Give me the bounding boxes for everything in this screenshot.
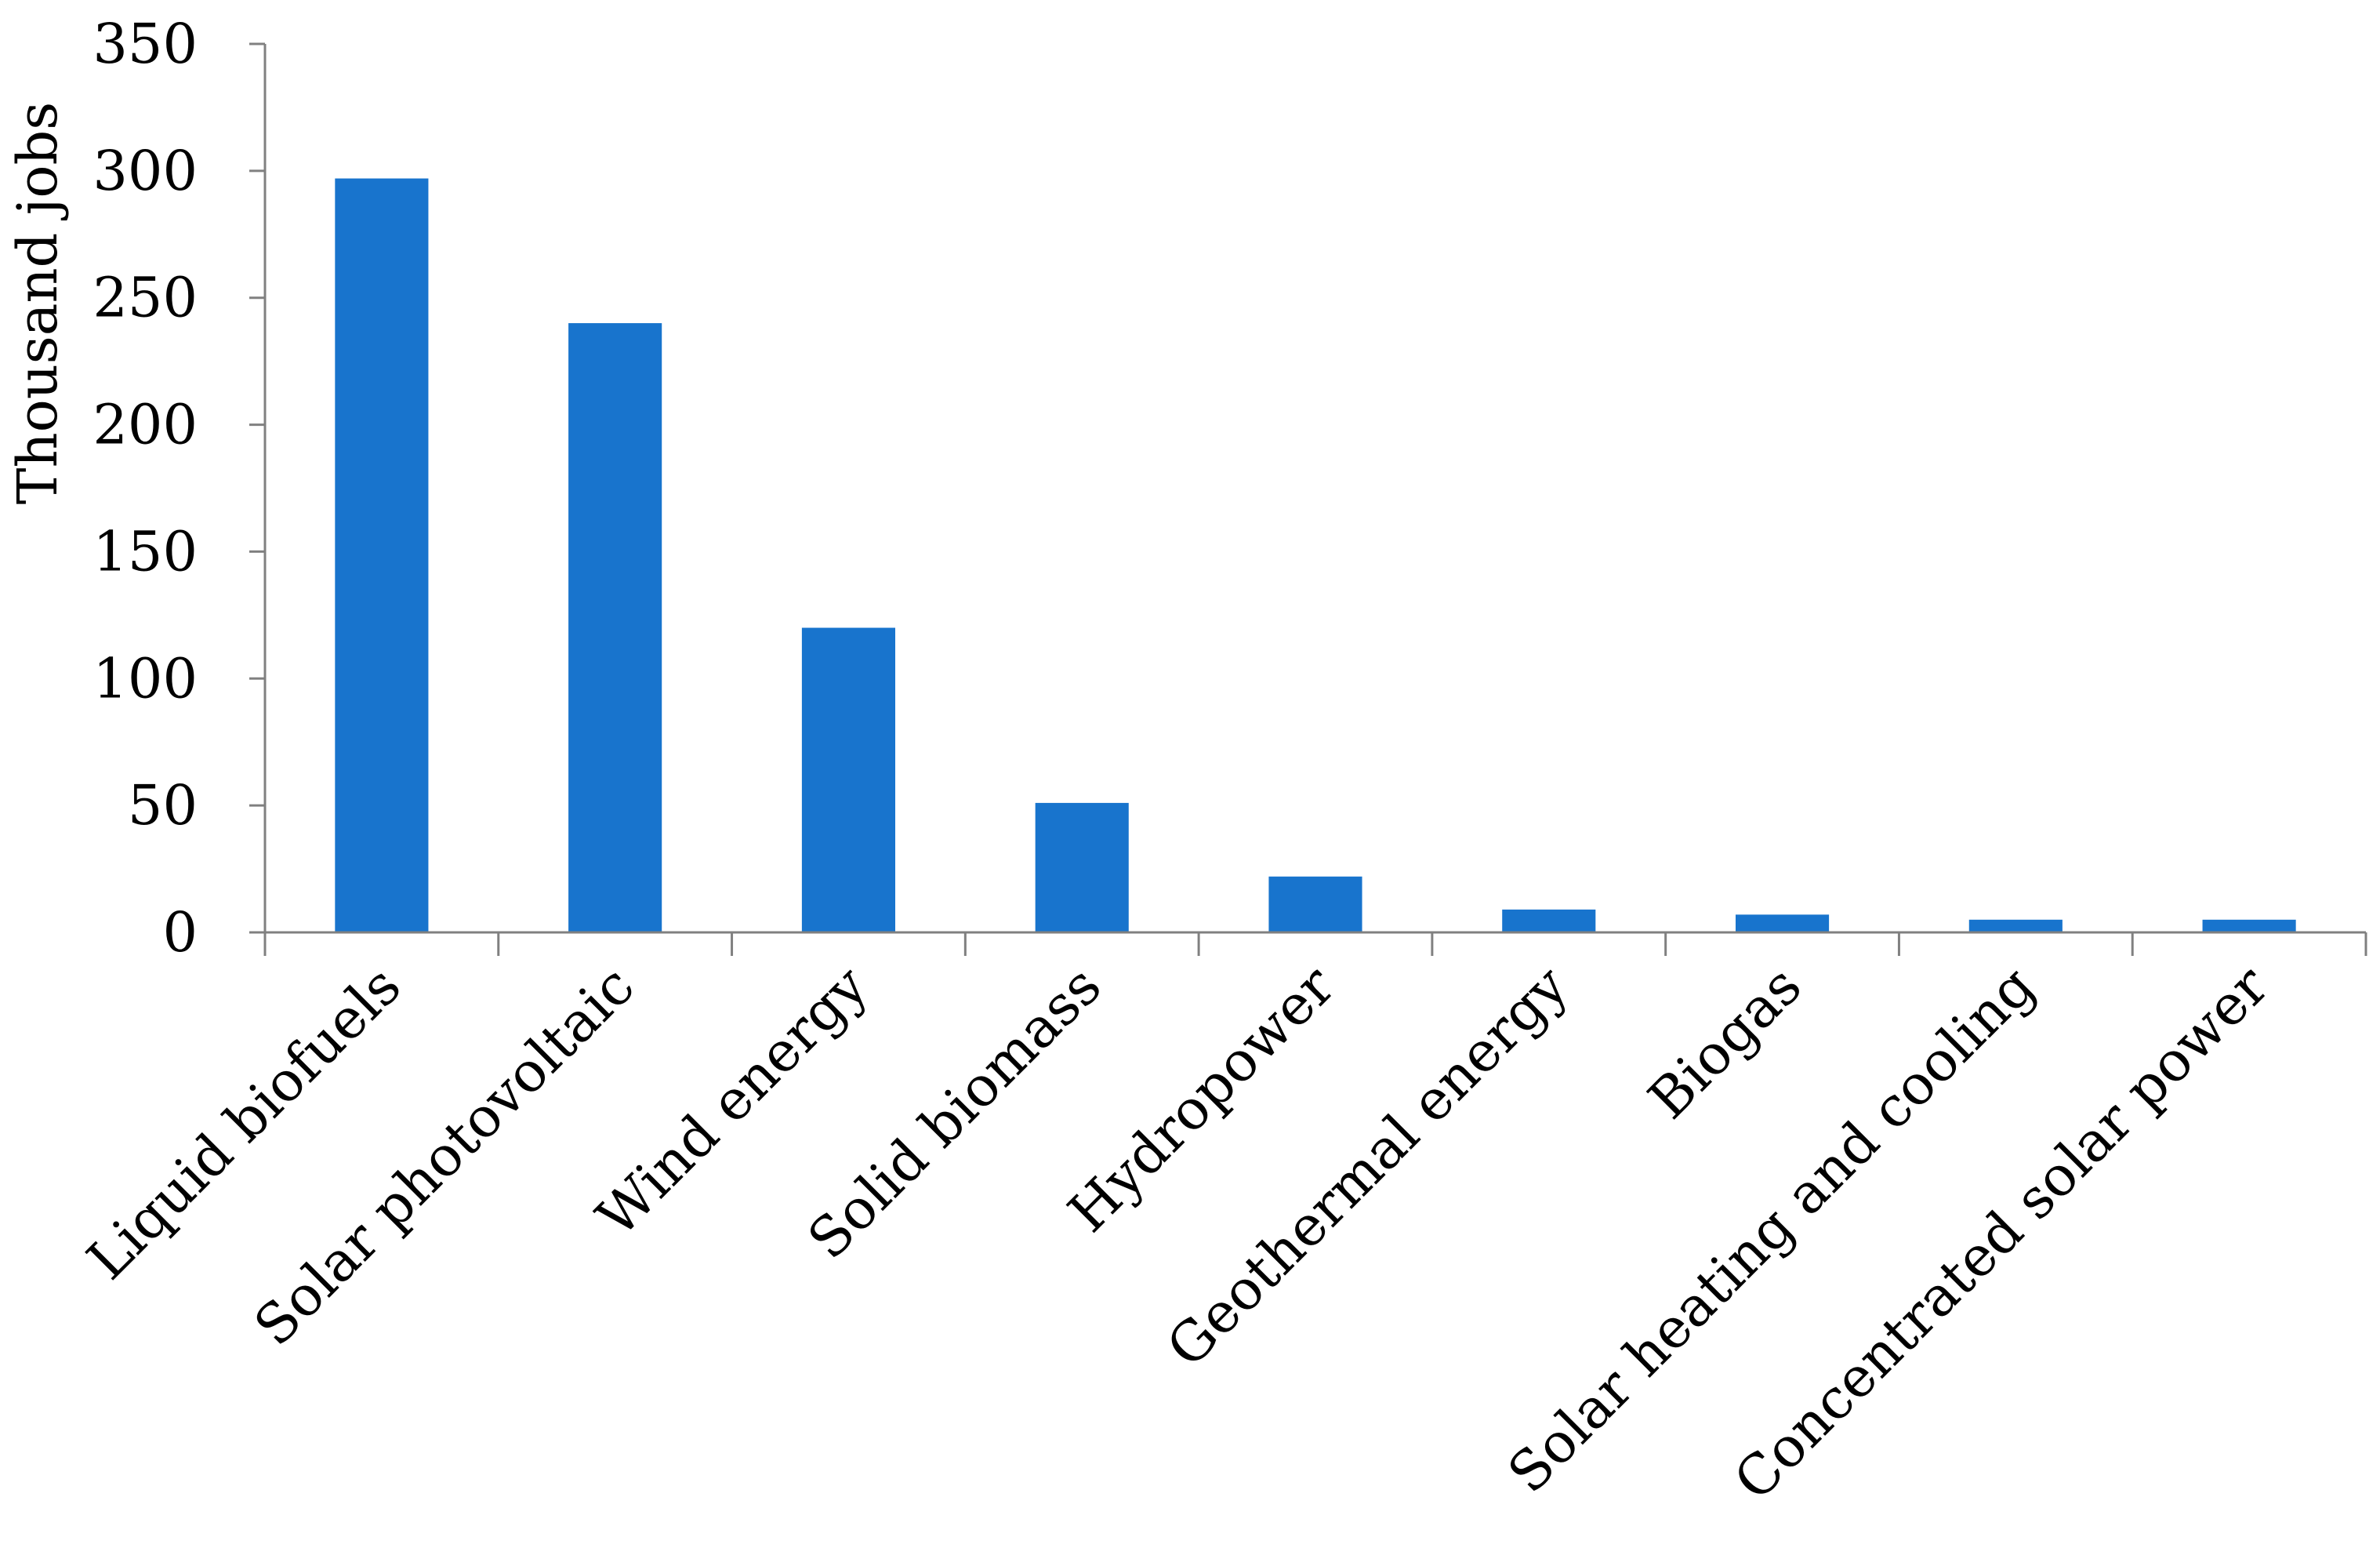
bar: [568, 323, 662, 933]
y-tick-label: 0: [162, 900, 198, 965]
bar: [801, 627, 895, 932]
y-tick-label: 300: [93, 139, 198, 203]
category-label: Solar photovoltaic: [242, 954, 647, 1358]
bar: [2202, 919, 2296, 932]
bar: [1502, 909, 1596, 932]
y-tick-label: 50: [128, 773, 198, 838]
bar: [1736, 914, 1830, 932]
y-tick-label: 150: [93, 519, 198, 583]
y-tick-label: 200: [93, 393, 198, 457]
bars: [335, 178, 2296, 933]
category-label: Biogas: [1636, 954, 1814, 1132]
y-tick-label: 350: [93, 12, 198, 76]
y-tick-label: 250: [93, 266, 198, 330]
y-tick-label: 100: [93, 646, 198, 710]
category-label: Geothermal energy: [1155, 954, 1580, 1379]
bar: [1968, 919, 2063, 932]
bar: [335, 178, 429, 932]
y-axis-ticks: 0 50 100 150 200 250 300 350: [93, 12, 265, 965]
bar: [1035, 802, 1129, 932]
bar: [1268, 876, 1362, 932]
y-axis-title: Thousand jobs: [5, 102, 70, 504]
x-axis-ticks: [263, 932, 2367, 956]
